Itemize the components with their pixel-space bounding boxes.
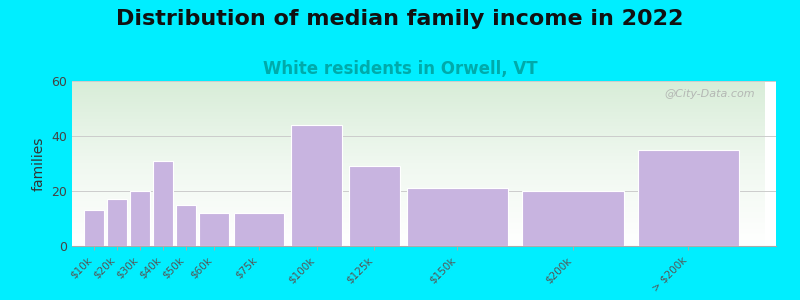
Bar: [291, 125, 342, 246]
Bar: [638, 150, 739, 246]
Bar: [83, 210, 104, 246]
Bar: [522, 191, 624, 246]
Text: @City-Data.com: @City-Data.com: [664, 89, 755, 99]
Bar: [234, 213, 284, 246]
Bar: [153, 161, 173, 246]
Bar: [176, 205, 196, 246]
Bar: [406, 188, 508, 246]
Y-axis label: families: families: [32, 136, 46, 191]
Text: Distribution of median family income in 2022: Distribution of median family income in …: [116, 9, 684, 29]
Bar: [106, 199, 127, 246]
Bar: [349, 166, 400, 246]
Bar: [199, 213, 230, 246]
Text: White residents in Orwell, VT: White residents in Orwell, VT: [262, 60, 538, 78]
Bar: [130, 191, 150, 246]
